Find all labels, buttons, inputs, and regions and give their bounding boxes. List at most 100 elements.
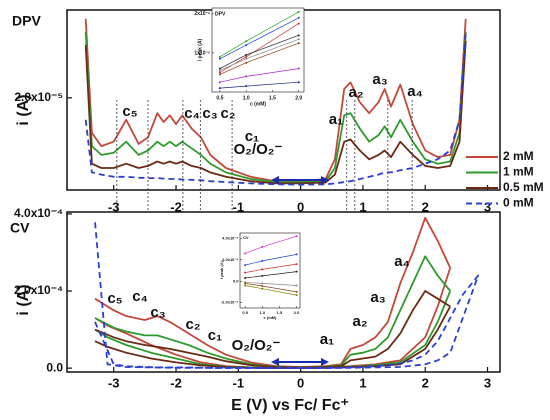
series-line (84, 40, 467, 185)
x-tick-label: 0.5 (242, 310, 248, 315)
x-tick-label: 1.5 (269, 95, 276, 101)
y-tick-label: 2.0x10⁻⁴ (222, 257, 238, 262)
series-point (218, 55, 221, 58)
series-point (244, 282, 247, 285)
legend-label: 0 mM (503, 196, 534, 210)
inset: 0.5 1.0 1.5 2.0 1x10⁻⁵ 2x10⁻⁵ DPV c (mM) i peak … (194, 7, 305, 107)
series-point (295, 284, 298, 287)
x-tick-label: 0.5 (216, 95, 223, 101)
x-tick-label: 2 (422, 375, 429, 390)
peak-label: c₅ (107, 290, 122, 307)
series-point (244, 264, 247, 267)
series-point (218, 87, 221, 90)
peak-label: a₂ (352, 313, 367, 330)
series-point (295, 235, 298, 238)
series-point (245, 40, 248, 43)
series-point (245, 53, 248, 56)
peak-label: c₃ (202, 105, 217, 122)
series-point (297, 22, 300, 25)
peak-label: a₁ (320, 331, 335, 348)
series-point (218, 57, 221, 60)
series-point (218, 69, 221, 72)
y-tick-label: 0.0 (233, 278, 239, 283)
x-tick-label: 1.0 (243, 95, 250, 101)
peak-label: c₄ (184, 105, 200, 122)
series-point (261, 245, 264, 248)
series-point (218, 67, 221, 70)
y-tick-label: 2.0x10⁻⁵ (14, 90, 63, 104)
series-point (244, 252, 247, 255)
peak-label: O₂/O₂⁻ (234, 141, 283, 158)
series-point (297, 42, 300, 45)
peak-label: c₃ (150, 304, 165, 321)
series-point (261, 259, 264, 262)
peak-label: a₄ (394, 253, 410, 270)
series-point (245, 61, 248, 64)
x-axis-label: c (mM) (264, 315, 278, 320)
x-tick-label: -3 (108, 375, 120, 390)
legend-label: 2 mM (503, 149, 534, 163)
peak-label: c₁ (208, 327, 223, 344)
x-tick-label: 2.0 (294, 310, 300, 315)
series-point (218, 81, 221, 84)
panel-title: CV (243, 235, 249, 240)
x-tick-label: 1.5 (277, 310, 283, 315)
peak-label: a₃ (372, 71, 387, 88)
series-point (245, 75, 248, 78)
series-point (244, 277, 247, 279)
series-point (218, 71, 221, 74)
legend-label: 0.5 mM (503, 180, 544, 194)
peak-label: a₂ (348, 84, 363, 101)
peak-label: a₃ (370, 289, 385, 306)
y-tick-label: 4.0x10⁻⁴ (14, 206, 63, 220)
x-tick-label: 2.0 (295, 95, 302, 101)
x-tick-label: 1 (359, 199, 366, 214)
series-point (295, 290, 298, 293)
x-tick-label: 1 (359, 375, 366, 390)
y-axis-label: i (A) (15, 94, 32, 125)
x-tick-label: 3 (484, 199, 491, 214)
panel-title: DPV (12, 13, 41, 29)
series-point (261, 287, 264, 290)
x-tick-label: -3 (108, 199, 120, 214)
peak-label: c₄ (132, 288, 148, 305)
series-point (245, 57, 248, 60)
y-axis-label: i peak (A) (219, 260, 224, 279)
x-tick-label: -2 (170, 199, 182, 214)
x-axis-label: c (mM) (250, 101, 266, 107)
series-point (297, 10, 300, 13)
peak-label: c₁ (245, 128, 260, 145)
series-point (295, 270, 298, 273)
panel-title: DPV (215, 11, 226, 17)
x-axis-label: E (V) vs Fc/ Fc⁺ (231, 397, 349, 414)
x-tick-label: 0 (297, 199, 304, 214)
series-point (244, 284, 247, 287)
series-point (261, 274, 264, 277)
series-point (297, 34, 300, 37)
y-axis-label: i peak (A) (197, 38, 203, 61)
series-point (245, 55, 248, 58)
series-point (261, 268, 264, 271)
y-tick-label: 4.0x10⁻⁴ (222, 235, 238, 240)
peak-label: c₅ (122, 103, 137, 120)
x-tick-label: 2 (422, 199, 429, 214)
peak-label: c₂ (185, 316, 200, 333)
plot-frame (239, 232, 301, 309)
series-point (218, 73, 221, 76)
peak-label: c₂ (220, 105, 235, 122)
peak-label: a₄ (407, 83, 423, 100)
y-tick-label: 1x10⁻⁵ (194, 50, 211, 56)
x-tick-label: -1 (233, 375, 245, 390)
series-line (94, 221, 480, 369)
panel-title: CV (10, 220, 30, 236)
series-point (245, 85, 248, 88)
inset: 0.5 1.0 1.5 2.0 -2.0x10⁻⁴ 0.0 2.0x10⁻⁴ 4.0x10⁻⁴… (219, 232, 301, 320)
peak-label: a₁ (329, 111, 344, 128)
x-tick-label: 1.0 (260, 310, 266, 315)
x-tick-label: -2 (170, 375, 182, 390)
series-point (295, 294, 298, 297)
peak-label: O₂/O₂⁻ (232, 337, 281, 354)
legend-label: 1 mM (503, 165, 534, 179)
series-point (245, 44, 248, 47)
